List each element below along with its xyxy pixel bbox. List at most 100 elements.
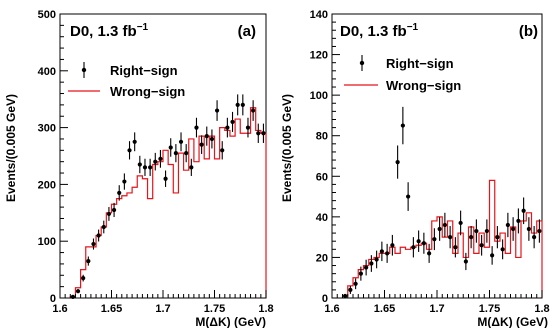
- right-sign-point: [427, 251, 432, 256]
- right-sign-point: [81, 276, 86, 281]
- y-tick-label: 100: [38, 236, 56, 248]
- right-sign-point: [75, 289, 81, 294]
- right-sign-point: [348, 287, 353, 292]
- right-sign-point: [86, 258, 91, 264]
- right-sign-point: [184, 151, 189, 156]
- right-sign-point: [490, 253, 495, 258]
- right-sign-point: [442, 222, 447, 228]
- y-tick-label: 200: [38, 179, 56, 191]
- panel-a: 1.6 1.65 1.7 1.75 1.8 0 100 200 300 400 500 D0, 1…: [4, 9, 274, 328]
- y-tick-label: 120: [310, 50, 328, 62]
- right-sign-point: [220, 148, 225, 153]
- right-sign-point: [432, 237, 437, 242]
- wrong-sign-histogram: [341, 179, 543, 298]
- right-sign-point: [505, 222, 510, 228]
- right-sign-point: [245, 125, 251, 130]
- right-sign-point: [463, 259, 468, 264]
- right-sign-point: [122, 179, 127, 184]
- right-sign-point: [142, 165, 148, 170]
- right-sign-point: [521, 208, 526, 213]
- right-sign-point: [225, 125, 230, 130]
- right-sign-point: [199, 142, 204, 147]
- right-sign-point: [240, 102, 245, 107]
- right-sign-point: [353, 281, 358, 286]
- legend-rs-marker: [359, 60, 365, 66]
- panel-a-label: (a): [238, 23, 256, 40]
- right-sign-point: [500, 247, 505, 252]
- panel-a-title: D0, 1.3 fb−1: [70, 22, 149, 40]
- right-sign-point: [101, 224, 106, 230]
- right-sign-point: [91, 241, 96, 247]
- x-tick-label: 1.7: [155, 303, 170, 315]
- y-tick-label: 0: [50, 293, 56, 305]
- panel-b-x-ticks: 1.6 1.65 1.7 1.75 1.8: [324, 290, 550, 315]
- right-sign-point: [163, 176, 168, 181]
- panel-b-ws-histogram: [341, 179, 543, 298]
- right-sign-point: [204, 134, 209, 139]
- y-tick-label: 300: [38, 123, 56, 135]
- right-sign-point: [395, 159, 400, 165]
- right-sign-point: [406, 194, 411, 199]
- panel-b-title-main: D0, 1.3 fb: [340, 23, 407, 40]
- right-sign-point: [209, 136, 215, 142]
- right-sign-point: [437, 226, 442, 232]
- right-sign-point: [261, 131, 266, 136]
- right-sign-point: [511, 226, 516, 232]
- y-tick-label: 80: [316, 131, 328, 143]
- right-sign-point: [364, 265, 369, 270]
- panel-a-ws-histogram: [69, 107, 267, 298]
- right-sign-point: [400, 123, 405, 128]
- panel-b-title-sup: −1: [407, 22, 419, 33]
- right-sign-point: [137, 162, 142, 167]
- y-tick-label: 500: [38, 9, 56, 21]
- right-sign-point: [358, 271, 363, 276]
- panel-a-xlabel: M(ΔK) (GeV): [195, 315, 266, 328]
- right-sign-point: [516, 218, 521, 224]
- x-tick-label: 1.8: [258, 303, 273, 315]
- right-sign-point: [230, 119, 235, 125]
- right-sign-point: [127, 148, 132, 153]
- right-sign-point: [343, 293, 348, 299]
- y-tick-label: 60: [316, 171, 328, 183]
- right-sign-point: [448, 235, 453, 240]
- panel-b-ylabel: Events/(0.005 GeV): [280, 94, 294, 202]
- panel-b-legend: Right−sign Wrong−sign: [344, 55, 461, 93]
- right-sign-point: [96, 233, 101, 238]
- x-tick-label: 1.75: [204, 303, 225, 315]
- y-tick-label: 140: [310, 9, 328, 21]
- panel-b-xlabel: M(ΔK) (GeV): [477, 315, 548, 328]
- right-sign-point: [526, 226, 531, 232]
- panel-a-legend: Right−sign Wrong−sign: [68, 62, 185, 99]
- right-sign-point: [70, 294, 75, 299]
- panel-a-title-sup: −1: [137, 22, 149, 33]
- right-sign-point: [379, 249, 384, 254]
- y-tick-label: 0: [322, 293, 328, 305]
- x-tick-label: 1.7: [429, 303, 444, 315]
- right-sign-point: [474, 228, 479, 234]
- right-sign-point: [374, 257, 379, 262]
- right-sign-point: [168, 145, 173, 150]
- right-sign-point: [251, 108, 256, 113]
- wrong-sign-histogram: [69, 107, 267, 298]
- panel-b-rs-points: [343, 106, 542, 299]
- x-tick-label: 1.65: [374, 303, 395, 315]
- right-sign-point: [178, 139, 184, 144]
- legend-rs-label: Right−sign: [110, 63, 178, 78]
- y-tick-label: 100: [310, 90, 328, 102]
- x-tick-label: 1.6: [324, 303, 339, 315]
- panel-a-title-main: D0, 1.3 fb: [70, 23, 137, 40]
- legend-rs-label: Right−sign: [386, 56, 454, 71]
- legend-ws-label: Wrong−sign: [386, 78, 461, 93]
- x-tick-label: 1.65: [101, 303, 122, 315]
- right-sign-point: [385, 251, 390, 256]
- x-tick-label: 1.6: [52, 303, 67, 315]
- right-sign-point: [158, 156, 163, 161]
- panel-a-x-ticks: 1.6 1.65 1.7 1.75 1.8: [52, 290, 274, 315]
- right-sign-point: [421, 241, 426, 246]
- right-sign-point: [153, 159, 158, 164]
- right-sign-point: [537, 228, 542, 234]
- right-sign-point: [390, 243, 395, 248]
- panel-b-title: D0, 1.3 fb−1: [340, 22, 419, 40]
- right-sign-point: [111, 207, 117, 213]
